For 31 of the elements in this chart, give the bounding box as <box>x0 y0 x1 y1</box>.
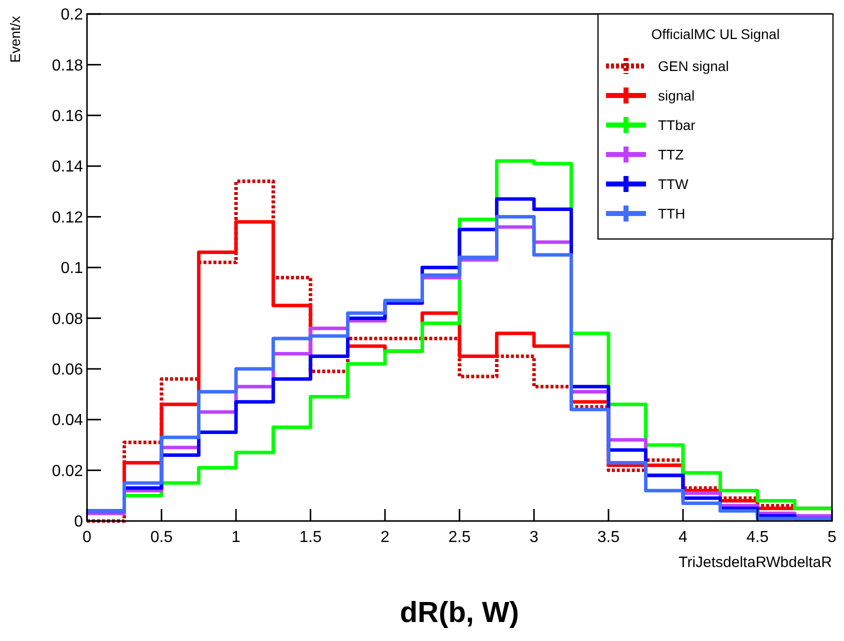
y-tick-label: 0.18 <box>52 57 84 74</box>
legend-label: signal <box>658 87 695 104</box>
legend-label: TTZ <box>658 146 684 162</box>
y-axis-title: Event/x <box>7 16 23 63</box>
x-tick-label: 4 <box>678 529 688 546</box>
legend-title: OfficialMC UL Signal <box>651 26 780 42</box>
y-tick-label: 0.12 <box>52 209 84 226</box>
x-tick-label: 3.5 <box>597 529 620 546</box>
y-tick-label: 0 <box>74 514 84 531</box>
y-tick-label: 0.16 <box>52 108 84 125</box>
y-tick-label: 0.1 <box>60 260 84 278</box>
x-tick-label: 2 <box>380 529 390 546</box>
y-tick-label: 0.2 <box>60 6 84 24</box>
x-tick-label: 3 <box>530 529 539 546</box>
y-tick-label: 0.02 <box>52 462 84 480</box>
legend-label: TTH <box>658 205 686 222</box>
x-tick-label: 1 <box>232 529 241 546</box>
x-axis-title: TriJetsdeltaRWbdeltaR <box>678 554 832 571</box>
text: dR(b, W) <box>400 597 520 629</box>
x-tick-label: 5 <box>828 529 837 546</box>
x-tick-label: 1.5 <box>299 529 322 546</box>
y-tick-label: 0.04 <box>52 412 84 430</box>
legend-label: GEN signal <box>658 58 729 74</box>
y-tick-label: 0.14 <box>52 158 84 176</box>
x-tick-label: 4.5 <box>746 529 769 546</box>
y-tick-label: 0.08 <box>52 310 84 328</box>
y-tick-label: 0.06 <box>52 362 84 378</box>
legend-label: TTbar <box>658 116 696 133</box>
legend-label: TTW <box>658 176 690 192</box>
x-tick-label: 2.5 <box>448 529 471 546</box>
x-tick-label: 0.5 <box>150 529 173 546</box>
